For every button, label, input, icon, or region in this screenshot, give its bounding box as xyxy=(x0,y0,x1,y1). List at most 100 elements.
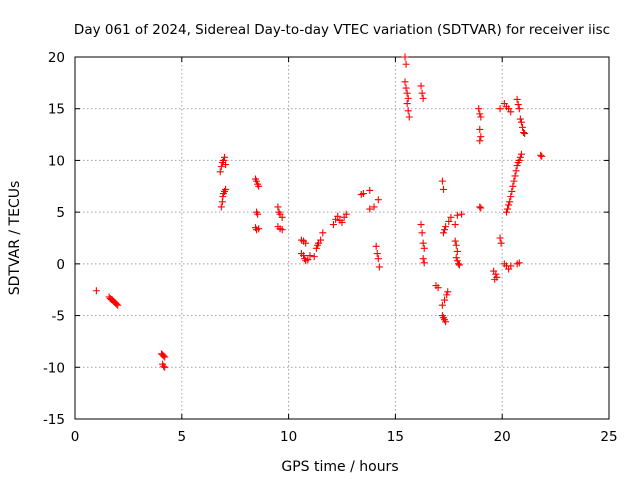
data-point xyxy=(439,185,447,193)
data-point xyxy=(476,137,484,145)
data-point xyxy=(453,211,461,219)
data-point xyxy=(476,125,484,133)
data-point xyxy=(161,363,169,371)
data-point xyxy=(366,186,374,194)
data-point xyxy=(455,261,463,269)
data-point xyxy=(306,252,314,260)
data-point xyxy=(538,152,546,160)
data-point xyxy=(458,210,466,218)
data-point xyxy=(403,100,411,108)
data-point xyxy=(160,362,168,370)
data-point xyxy=(319,229,327,237)
data-point xyxy=(366,205,374,213)
data-point xyxy=(521,130,529,138)
data-point xyxy=(518,123,526,131)
data-point xyxy=(508,187,516,195)
data-point xyxy=(516,115,524,123)
data-point xyxy=(373,250,381,258)
data-point xyxy=(402,60,410,68)
data-point xyxy=(300,252,308,260)
y-tick-label: 15 xyxy=(48,102,65,118)
data-point xyxy=(497,239,505,247)
data-point xyxy=(278,213,286,221)
data-point xyxy=(496,105,504,113)
data-point xyxy=(359,190,367,198)
chart-title: Day 061 of 2024, Sidereal Day-to-day VTE… xyxy=(74,22,610,38)
x-axis-label: GPS time / hours xyxy=(281,459,398,475)
data-point xyxy=(438,301,446,309)
data-point xyxy=(492,270,500,278)
data-point xyxy=(113,300,121,308)
data-point xyxy=(222,161,230,169)
data-point xyxy=(219,193,227,201)
y-tick-label: -5 xyxy=(52,309,65,325)
data-point xyxy=(509,182,517,190)
data-point xyxy=(418,89,426,97)
data-point xyxy=(216,168,224,176)
data-point xyxy=(453,257,461,265)
data-point xyxy=(507,193,515,201)
data-point xyxy=(452,254,460,262)
data-point xyxy=(375,263,383,271)
data-point xyxy=(419,239,427,247)
x-tick-label: 15 xyxy=(387,429,404,445)
data-point xyxy=(537,151,545,159)
data-point xyxy=(254,210,262,218)
data-point xyxy=(504,205,512,213)
x-tick-label: 20 xyxy=(494,429,511,445)
axis-ticks: 0 5 10 15 20 25 -15 -10 -5 0 5 10 15 20 xyxy=(43,50,618,445)
data-point xyxy=(476,110,484,118)
data-point xyxy=(496,234,504,242)
data-point xyxy=(515,105,523,113)
data-point xyxy=(477,204,485,212)
data-point xyxy=(374,196,382,204)
data-point xyxy=(329,221,337,229)
y-tick-label: 0 xyxy=(56,257,65,273)
x-tick-label: 5 xyxy=(178,429,187,445)
data-point xyxy=(491,275,499,283)
data-point xyxy=(402,84,410,92)
data-point xyxy=(444,288,452,296)
data-point xyxy=(417,82,425,90)
data-point xyxy=(420,259,428,267)
data-point xyxy=(310,253,318,261)
y-tick-label: 10 xyxy=(48,153,65,169)
y-tick-label: 20 xyxy=(48,50,65,66)
data-point xyxy=(447,213,455,221)
data-point xyxy=(342,210,350,218)
data-point xyxy=(507,262,515,270)
data-point xyxy=(372,242,380,250)
data-point xyxy=(405,113,413,121)
y-axis-label: SDTVAR / TECUs xyxy=(7,181,23,296)
data-point xyxy=(515,259,523,267)
data-point xyxy=(453,247,461,255)
data-point xyxy=(454,260,462,268)
data-point xyxy=(520,129,528,137)
data-point xyxy=(451,221,459,229)
data-point xyxy=(515,156,523,164)
data-points xyxy=(92,53,546,371)
data-point xyxy=(511,172,519,180)
data-point xyxy=(476,203,484,211)
data-point xyxy=(507,108,515,116)
data-point xyxy=(516,153,524,161)
data-point xyxy=(404,107,412,115)
data-point xyxy=(222,185,230,193)
data-point xyxy=(255,225,263,233)
data-point xyxy=(517,118,525,126)
data-point xyxy=(438,177,446,185)
data-point xyxy=(451,237,459,245)
data-point xyxy=(475,105,483,113)
x-tick-label: 10 xyxy=(280,429,297,445)
data-point xyxy=(445,217,453,225)
y-tick-label: 5 xyxy=(56,205,65,221)
data-point xyxy=(477,113,485,121)
data-point xyxy=(114,301,122,309)
data-point xyxy=(502,208,510,216)
data-point xyxy=(255,182,263,190)
data-point xyxy=(420,244,428,252)
data-point xyxy=(374,255,382,263)
data-point xyxy=(312,244,320,252)
data-point xyxy=(434,284,442,292)
